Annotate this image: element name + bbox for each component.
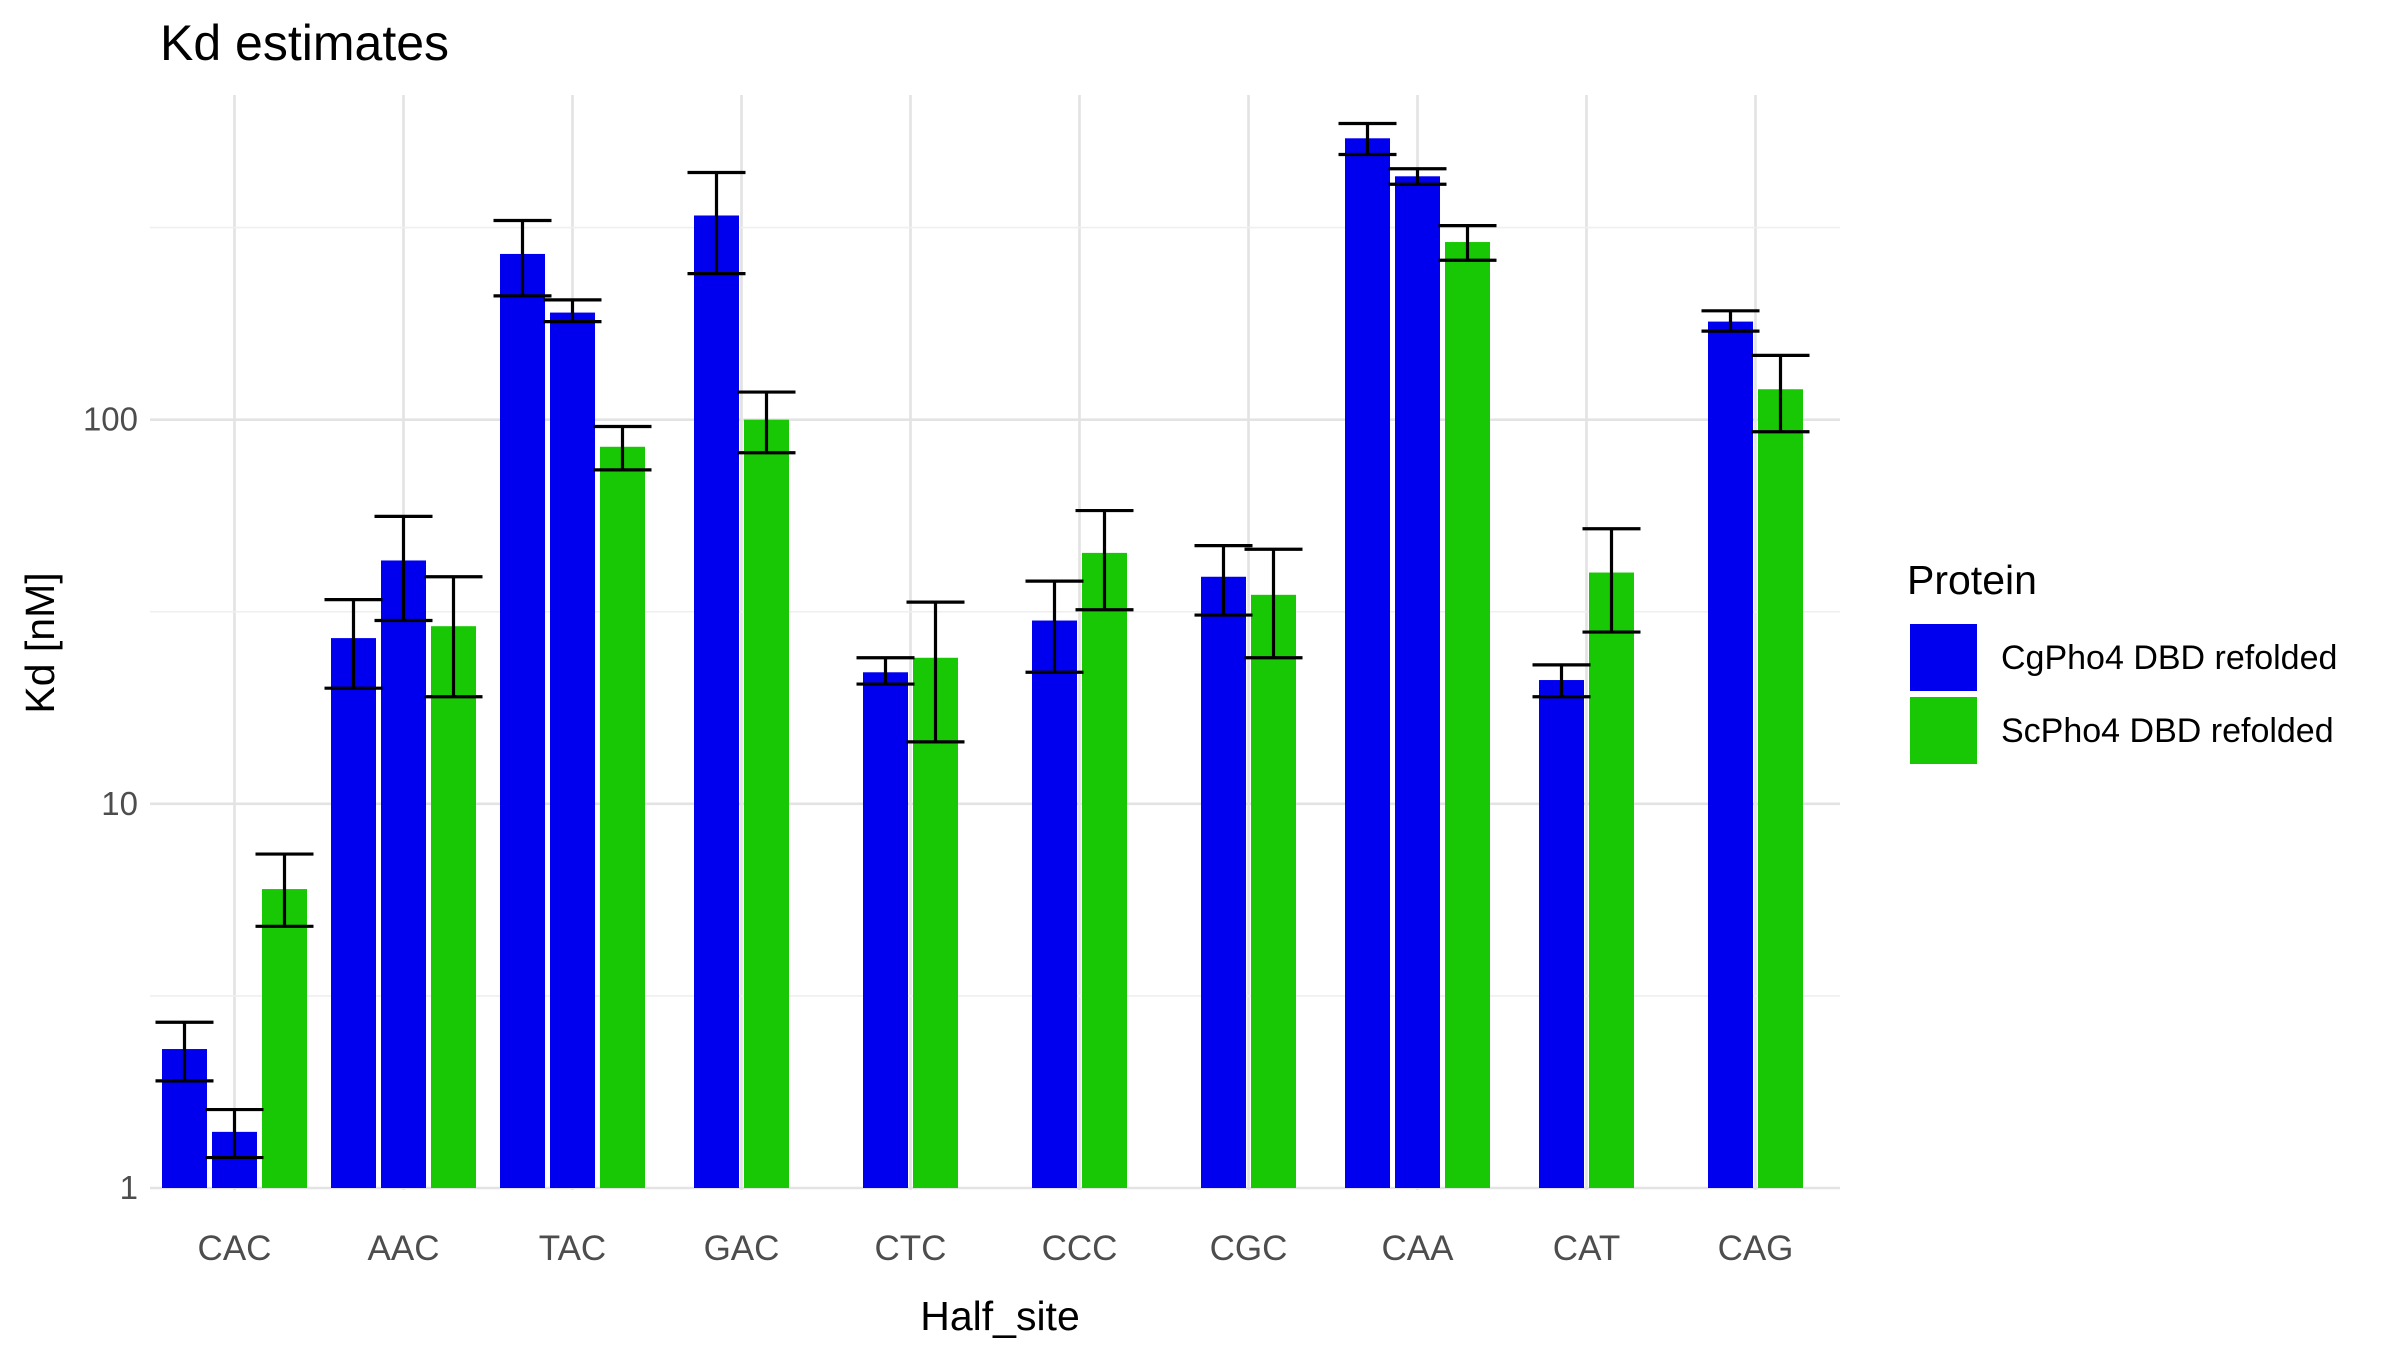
error-bar-cac-1 xyxy=(155,1020,214,1083)
chart-title: Kd estimates xyxy=(160,15,449,71)
bar-caa-cgpho4-dbd-refolded-2 xyxy=(1395,176,1440,1188)
x-tick-label: TAC xyxy=(539,1229,606,1268)
x-tick-label: CAT xyxy=(1553,1229,1620,1268)
x-tick-label: CCC xyxy=(1042,1229,1118,1268)
error-bar-layer xyxy=(155,121,1810,1160)
x-axis-title: Half_site xyxy=(920,1293,1080,1339)
error-bar-cat-1 xyxy=(1532,663,1591,699)
error-bar-cac-2 xyxy=(205,1107,264,1160)
bar-tac-scpho4-dbd-refolded-3 xyxy=(600,446,645,1189)
error-bar-caa-2 xyxy=(1388,167,1447,186)
error-bar-gac-1 xyxy=(687,170,746,276)
error-bar-tac-3 xyxy=(593,424,652,472)
bar-ccc-scpho4-dbd-refolded-2 xyxy=(1082,552,1127,1188)
x-axis-ticks: CAC AAC TAC GAC CTC CCC CGC CAA CAT CAG xyxy=(198,1229,1794,1268)
error-bar-cag-2 xyxy=(1751,353,1810,434)
x-tick-label: CAG xyxy=(1718,1229,1794,1268)
bar-cag-cgpho4-dbd-refolded-1 xyxy=(1708,321,1753,1188)
error-bar-tac-1 xyxy=(493,218,552,298)
bar-gac-scpho4-dbd-refolded-2 xyxy=(744,419,789,1189)
bar-aac-scpho4-dbd-refolded-3 xyxy=(431,626,476,1188)
bar-cgc-scpho4-dbd-refolded-2 xyxy=(1251,594,1296,1188)
y-tick-label: 1 xyxy=(120,1169,138,1206)
bar-caa-cgpho4-dbd-refolded-1 xyxy=(1345,138,1390,1188)
bar-aac-cgpho4-dbd-refolded-2 xyxy=(381,560,426,1188)
bar-caa-scpho4-dbd-refolded-3 xyxy=(1445,242,1490,1188)
y-tick-label: 10 xyxy=(101,785,138,822)
y-tick-label: 100 xyxy=(83,401,138,438)
error-bar-aac-1 xyxy=(324,598,383,690)
bar-cat-cgpho4-dbd-refolded-1 xyxy=(1539,680,1584,1188)
y-axis-title: Kd [nM] xyxy=(17,572,63,713)
bar-ctc-scpho4-dbd-refolded-2 xyxy=(913,657,958,1188)
error-bar-caa-3 xyxy=(1438,223,1497,262)
error-bar-cac-3 xyxy=(255,852,314,928)
bar-ctc-cgpho4-dbd-refolded-1 xyxy=(863,672,908,1188)
error-bar-cgc-1 xyxy=(1194,544,1253,617)
legend-title: Protein xyxy=(1907,557,2037,603)
x-tick-label: CGC xyxy=(1210,1229,1288,1268)
legend-key-cgpho4 xyxy=(1910,624,1977,691)
error-bar-aac-3 xyxy=(424,575,483,699)
bar-tac-cgpho4-dbd-refolded-2 xyxy=(550,312,595,1189)
legend-key-scpho4 xyxy=(1910,697,1977,764)
legend-label-scpho4: ScPho4 DBD refolded xyxy=(2001,712,2334,750)
error-bar-tac-2 xyxy=(543,298,602,324)
bar-cac-scpho4-dbd-refolded-3 xyxy=(262,889,307,1188)
bar-tac-cgpho4-dbd-refolded-1 xyxy=(500,253,545,1189)
error-bar-gac-2 xyxy=(737,390,796,455)
error-bar-cat-2 xyxy=(1582,527,1641,634)
y-axis-ticks: 1 10 100 xyxy=(83,401,138,1206)
bar-ccc-cgpho4-dbd-refolded-1 xyxy=(1032,620,1077,1188)
error-bar-cgc-2 xyxy=(1244,547,1303,660)
error-bar-ctc-1 xyxy=(856,656,915,686)
error-bar-ctc-2 xyxy=(906,600,965,744)
bar-layer xyxy=(162,138,1803,1189)
error-bar-cag-1 xyxy=(1701,309,1760,333)
error-bar-aac-2 xyxy=(374,514,433,623)
x-tick-label: CTC xyxy=(875,1229,947,1268)
error-bar-ccc-1 xyxy=(1025,579,1084,674)
bar-gac-cgpho4-dbd-refolded-1 xyxy=(694,215,739,1188)
legend: Protein CgPho4 DBD refolded ScPho4 DBD r… xyxy=(1907,557,2337,764)
x-tick-label: CAC xyxy=(198,1229,272,1268)
bar-cgc-cgpho4-dbd-refolded-1 xyxy=(1201,576,1246,1188)
bar-cat-scpho4-dbd-refolded-2 xyxy=(1589,572,1634,1188)
x-tick-label: AAC xyxy=(368,1229,440,1268)
error-bar-ccc-2 xyxy=(1075,508,1134,612)
error-bar-caa-1 xyxy=(1338,121,1397,157)
x-tick-label: GAC xyxy=(704,1229,780,1268)
bar-aac-cgpho4-dbd-refolded-1 xyxy=(331,638,376,1188)
legend-label-cgpho4: CgPho4 DBD refolded xyxy=(2001,639,2337,677)
x-tick-label: CAA xyxy=(1382,1229,1455,1268)
bar-cag-scpho4-dbd-refolded-2 xyxy=(1758,389,1803,1188)
